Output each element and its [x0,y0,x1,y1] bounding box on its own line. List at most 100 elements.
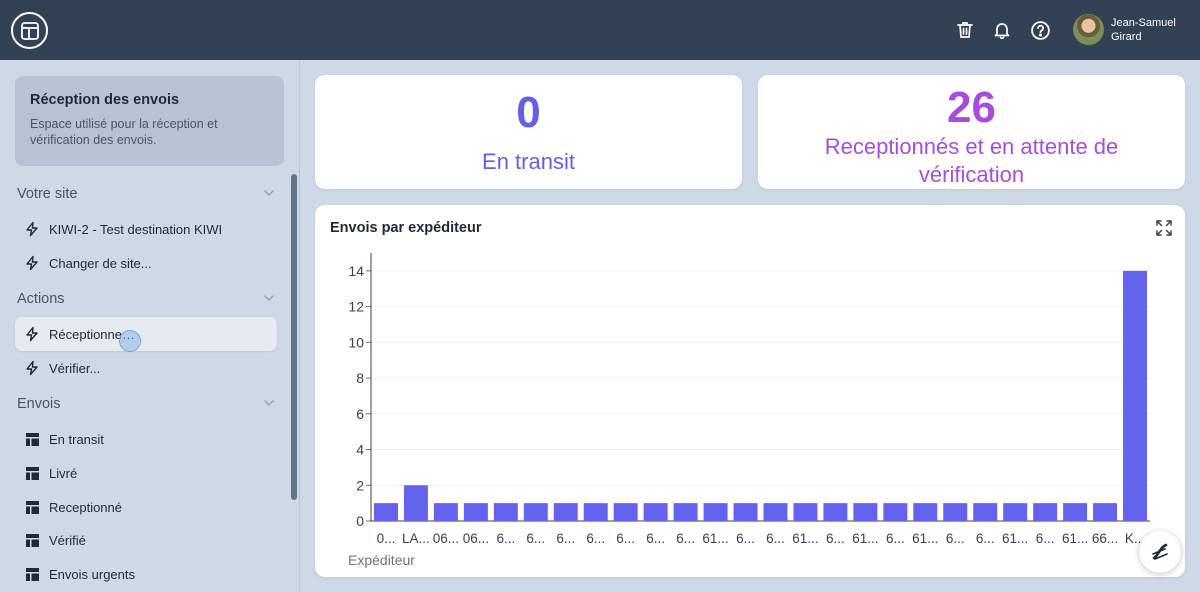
trash-icon[interactable] [953,18,977,42]
bar [643,503,668,521]
sidebar-item-livre[interactable]: Livré [15,456,277,490]
bolt-icon [24,360,40,376]
sidebar-item-change-site[interactable]: Changer de site... [15,246,277,280]
bar [763,503,788,521]
sidebar-scrollbar[interactable] [291,174,297,500]
bolt-icon [24,221,40,237]
bar [973,503,998,521]
bolt-icon [24,326,40,342]
bar [733,503,758,521]
sidebar-item-label: KIWI-2 - Test destination KIWI [49,221,223,237]
section-actions[interactable]: Actions [17,291,65,307]
x-tick-label: 6... [646,531,665,546]
chart-card: Envois par expéditeur 0 2 4 6 8 10 12 14 0... LA.… [315,205,1185,577]
bar [1123,270,1148,521]
chevron-down-icon[interactable] [262,291,276,305]
x-tick-label: 06... [433,531,459,546]
x-tick-label: 66... [1092,531,1118,546]
table-icon [24,499,40,515]
stat-label: En transit [482,149,575,174]
sidebar-item-label: Vérifié [49,532,86,548]
bar [673,503,698,521]
y-tick-label: 8 [356,370,364,386]
x-tick-label: 6... [946,531,965,546]
section-votre-site[interactable]: Votre site [17,186,78,202]
x-tick-label: 6... [766,531,785,546]
sidebar-item-verifier[interactable]: Vérifier... [15,351,277,385]
info-card: Réception des envois Espace utilisé pour… [15,76,284,166]
sidebar-item-receptionne[interactable]: Receptionné [15,490,277,524]
bar [403,485,428,521]
avatar[interactable] [1073,14,1104,45]
help-icon[interactable] [1028,18,1052,42]
chevron-down-icon[interactable] [262,396,276,410]
stat-card-receptionnes[interactable]: 26 Receptionnés et en attente de vérific… [758,75,1185,189]
x-tick-label: 6... [976,531,995,546]
x-tick-label: 6... [676,531,695,546]
table-icon [24,532,40,548]
x-tick-label: 61... [912,531,938,546]
bar [1003,503,1028,521]
x-tick-label: 0... [377,531,396,546]
x-tick-label: 61... [702,531,728,546]
x-tick-label: 6... [616,531,635,546]
x-tick-label: LA... [402,531,430,546]
sidebar-item-label: Vérifier... [49,360,101,376]
bar [493,503,518,521]
bar [1063,503,1088,521]
user-last-name: Girard [1111,31,1142,43]
sidebar-item-envois-urgents[interactable]: Envois urgents [15,557,277,591]
brand-fab-button[interactable] [1139,531,1181,573]
table-icon [24,465,40,481]
sidebar-item-label: Réceptionne… [49,326,135,342]
top-bar: Jean-Samuel Girard [0,0,1200,60]
stat-label: Receptionnés et en attente de vérificati… [824,134,1119,187]
x-tick-label: 6... [1036,531,1055,546]
bar [1093,503,1118,521]
x-tick-label: 6... [736,531,755,546]
cursor-indicator [119,330,141,352]
bar [373,503,398,521]
bar [823,503,848,521]
x-tick-label: 61... [1002,531,1028,546]
x-tick-label: 6... [886,531,905,546]
y-tick-label: 4 [356,442,364,458]
info-card-title: Réception des envois [30,92,180,108]
sidebar-item-label: Livré [49,465,78,481]
x-tick-label: 6... [496,531,515,546]
sidebar-item-receptionner[interactable]: Réceptionne… [15,317,277,351]
sidebar-item-en-transit[interactable]: En transit [15,422,277,456]
y-tick-label: 10 [348,334,364,350]
section-envois[interactable]: Envois [17,396,61,412]
x-tick-label: 6... [826,531,845,546]
x-axis-label: Expéditeur [348,552,415,568]
sidebar-item-label: En transit [49,431,104,447]
stat-card-en-transit[interactable]: 0 En transit [315,75,742,189]
layout-icon[interactable] [11,12,48,49]
bar [433,503,458,521]
sidebar-item-verifie[interactable]: Vérifié [15,523,277,557]
bar [1033,503,1058,521]
x-tick-label: 61... [852,531,878,546]
y-tick-label: 2 [356,477,364,493]
user-name[interactable]: Jean-Samuel Girard [1111,16,1176,44]
bar [523,503,548,521]
stat-value: 26 [947,83,996,132]
bar [703,503,728,521]
chevron-down-icon[interactable] [262,186,276,200]
expand-icon[interactable] [1155,219,1173,237]
x-tick-label: 06... [463,531,489,546]
sidebar: Réception des envois Espace utilisé pour… [0,60,300,592]
brand-logo-icon [1152,543,1168,560]
stat-value: 0 [516,88,541,137]
bolt-icon [24,255,40,271]
bar [463,503,488,521]
sidebar-item-site[interactable]: KIWI-2 - Test destination KIWI [15,212,277,246]
bar [913,503,938,521]
bar [943,503,968,521]
bell-icon[interactable] [990,18,1014,42]
sidebar-item-label: Changer de site... [49,255,152,271]
y-tick-label: 14 [348,263,364,279]
bar [853,503,878,521]
